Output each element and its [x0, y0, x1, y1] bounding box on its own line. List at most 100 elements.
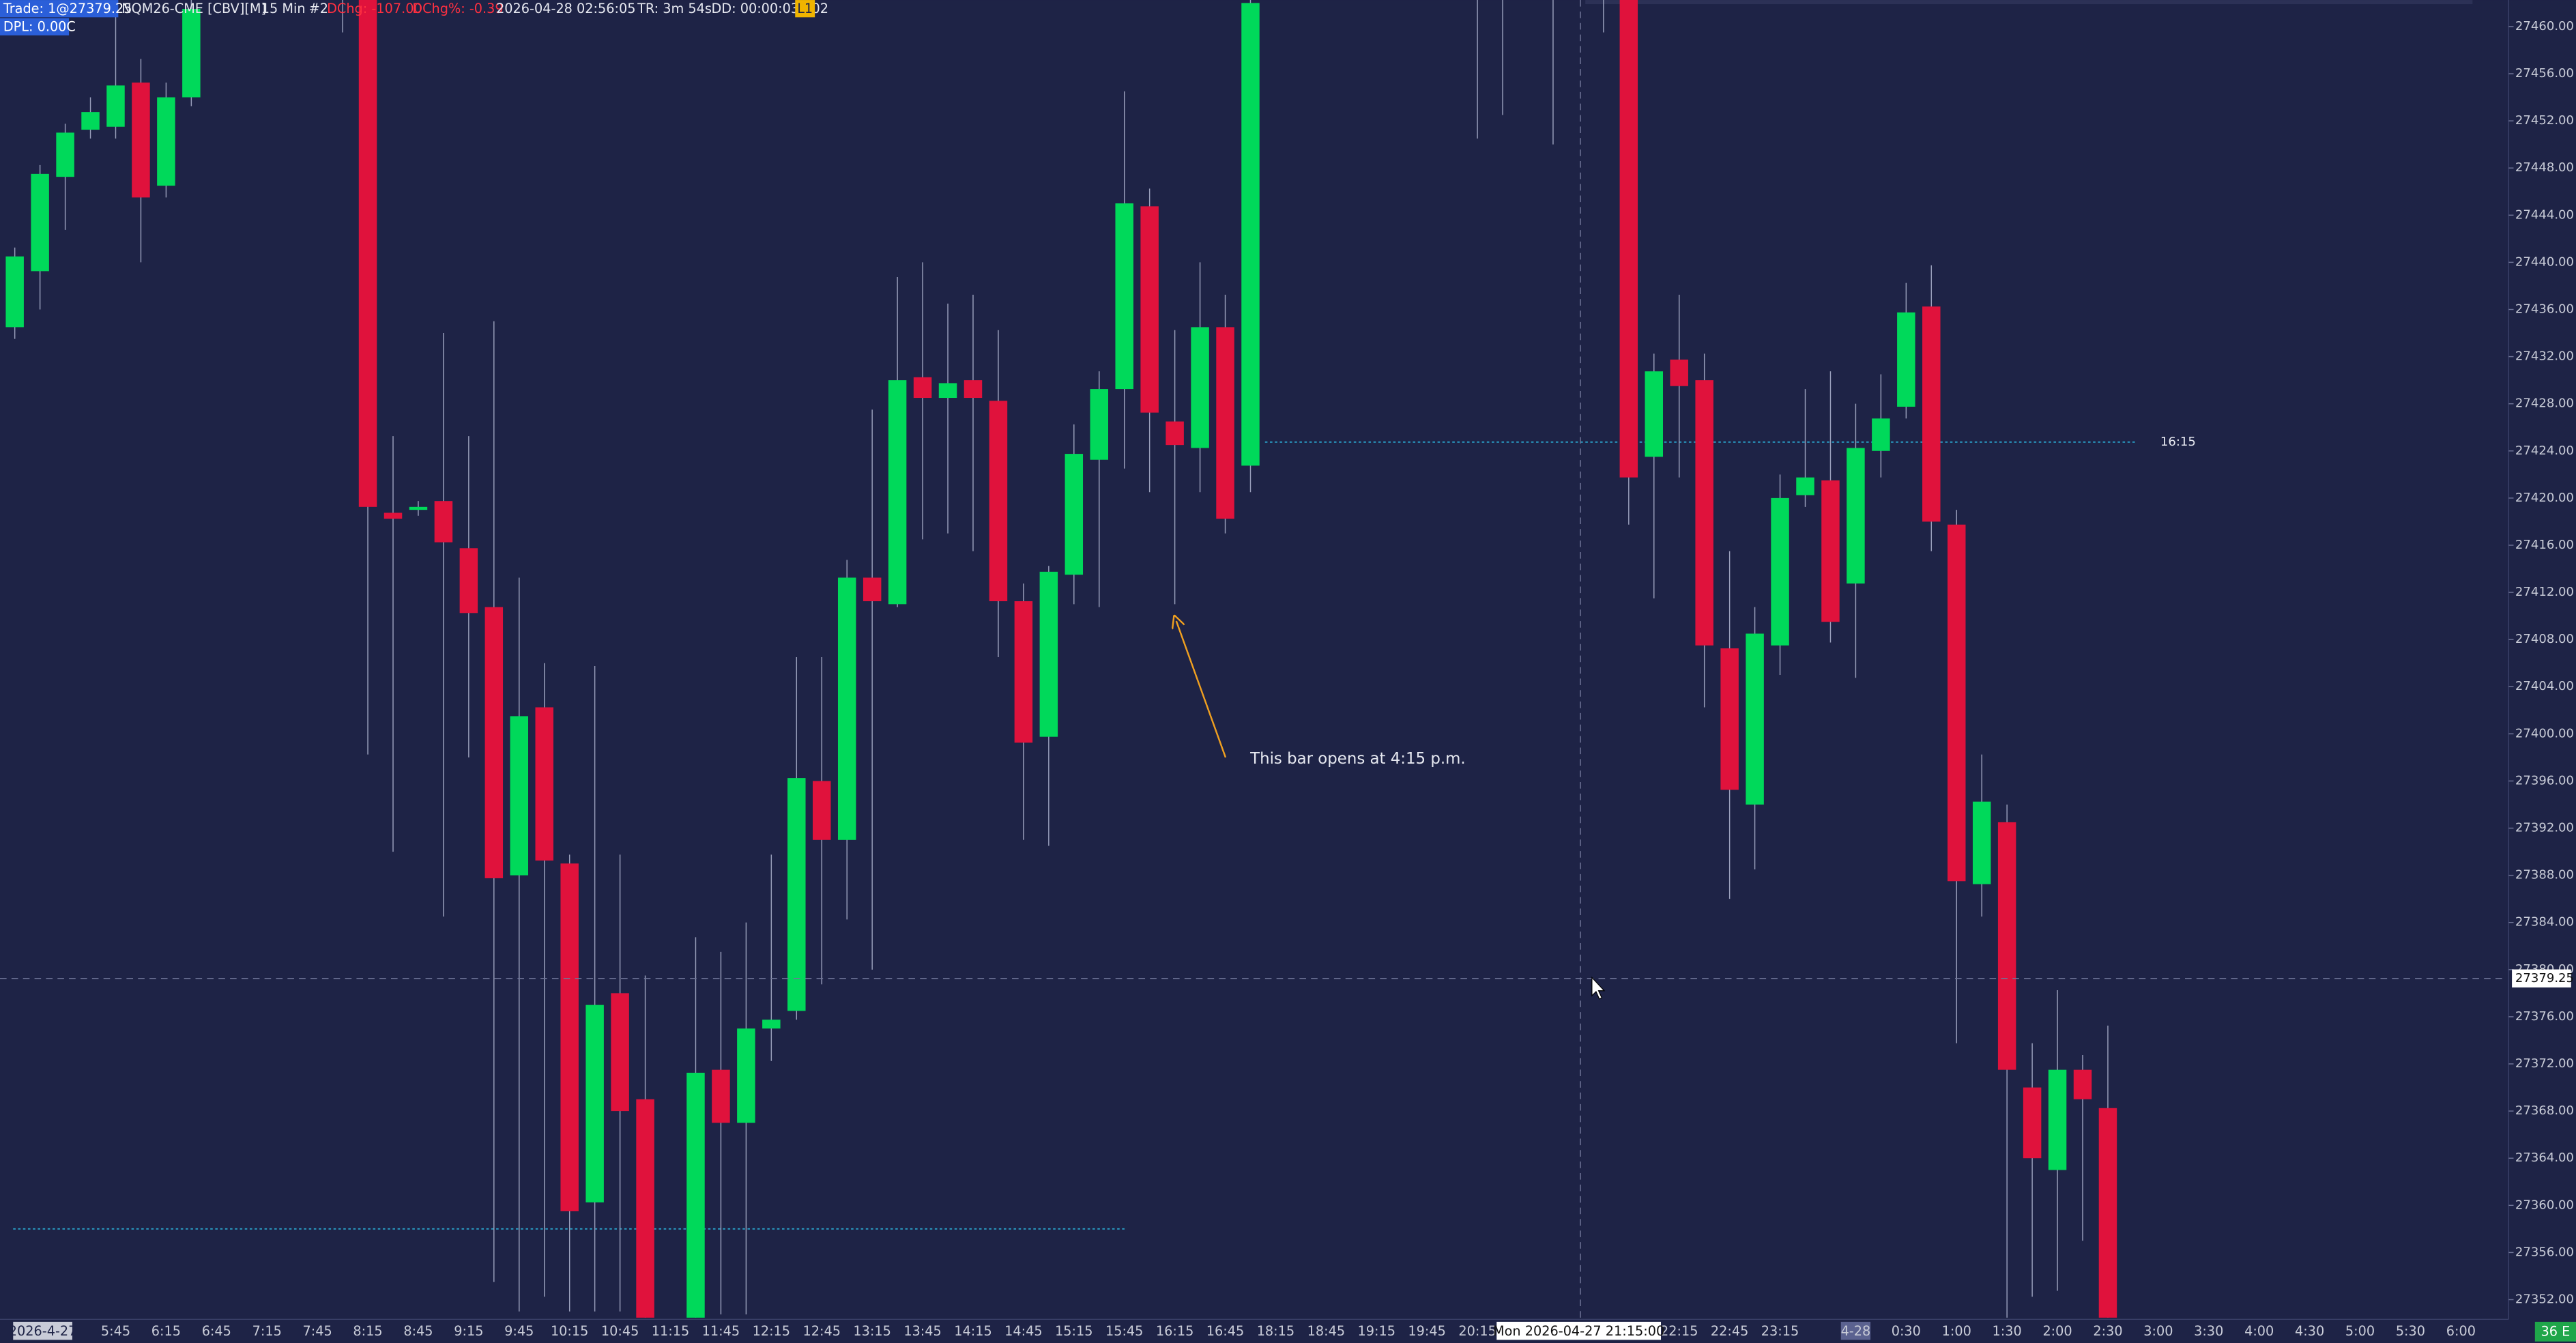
- candle-body: [1065, 454, 1084, 575]
- candle-body: [1645, 371, 1664, 457]
- date-label-box: [13, 1321, 72, 1340]
- x-tick-label: 5:45: [101, 1323, 130, 1339]
- candle-body: [863, 577, 882, 602]
- y-tick-label: 27400.00: [2515, 726, 2574, 740]
- x-tick-label: 8:45: [403, 1323, 433, 1339]
- x-tick-label: 11:15: [652, 1323, 689, 1339]
- candle-body: [737, 1028, 755, 1123]
- candle-body: [1191, 327, 1209, 448]
- x-tick-label: 2026-4-27: [9, 1323, 77, 1339]
- x-tick-label: 6:15: [151, 1323, 181, 1339]
- plot-area: [0, 0, 2507, 1318]
- x-tick-label: 20:15: [1458, 1323, 1496, 1339]
- status-bar: Trade: 1@27379.25 NQM26-CME [CBV][M] 15 …: [0, 0, 828, 35]
- top-panel: [1585, 0, 2473, 5]
- candle-body: [1014, 601, 1033, 743]
- candle-body: [1166, 421, 1184, 446]
- candle-body: [1115, 203, 1133, 390]
- status-tr: TR: 3m 54s: [637, 1, 712, 16]
- x-tick-label: 10:45: [601, 1323, 639, 1339]
- x-tick-label: 23:15: [1761, 1323, 1799, 1339]
- status-time: 2026-04-28 02:56:05: [496, 1, 635, 16]
- y-tick-label: 27420.00: [2515, 491, 2574, 505]
- crosshair-time-box: [1496, 1321, 1662, 1340]
- candle-body: [712, 1069, 730, 1123]
- status-feed: L1: [797, 1, 813, 16]
- candle-body: [434, 501, 453, 543]
- candle-body: [813, 781, 831, 840]
- corner-label: 36 E: [2541, 1324, 2571, 1340]
- x-tick-label: 9:45: [504, 1323, 534, 1339]
- y-tick-label: 27444.00: [2515, 207, 2574, 222]
- annotation-text: This bar opens at 4:15 p.m.: [1249, 750, 1466, 768]
- candle-body: [1922, 306, 1941, 522]
- candle-body: [358, 0, 377, 507]
- candle-body: [1847, 448, 1865, 584]
- candle-body: [686, 1072, 705, 1318]
- candle-body: [1897, 312, 1915, 407]
- y-tick-label: 27384.00: [2515, 915, 2574, 929]
- mouse-cursor: [1591, 976, 1606, 1000]
- candle-body: [1972, 801, 1991, 884]
- level-label: 16:15: [2160, 435, 2196, 449]
- x-tick-label: 16:45: [1206, 1323, 1244, 1339]
- y-tick-label: 27388.00: [2515, 868, 2574, 882]
- candle-body: [56, 132, 74, 177]
- y-tick-label: 27424.00: [2515, 444, 2574, 458]
- x-tick-label: 19:45: [1408, 1323, 1445, 1339]
- x-tick-label: 6:00: [2446, 1323, 2476, 1339]
- dpl-box: [0, 18, 70, 35]
- y-tick-label: 27396.00: [2515, 773, 2574, 788]
- candle-body: [1771, 497, 1789, 646]
- crosshair-time-label: Mon 2026-04-27 21:15:00: [1493, 1323, 1664, 1339]
- candle-body: [1796, 477, 1814, 495]
- x-tick-label: 11:45: [702, 1323, 740, 1339]
- candle-body: [157, 97, 175, 186]
- candle-body: [510, 716, 529, 876]
- candle-body: [636, 1099, 654, 1318]
- candle-body: [2098, 1108, 2117, 1318]
- y-tick-label: 27432.00: [2515, 349, 2574, 364]
- status-symbol: NQM26-CME [CBV][M]: [121, 1, 266, 16]
- candle-body: [1090, 389, 1108, 460]
- y-tick-label: 27452.00: [2515, 113, 2574, 128]
- candle-body: [1670, 359, 1688, 386]
- y-tick-label: 27360.00: [2515, 1198, 2574, 1212]
- y-tick-label: 27412.00: [2515, 585, 2574, 599]
- x-tick-label: 12:45: [803, 1323, 841, 1339]
- y-tick-label: 27356.00: [2515, 1245, 2574, 1259]
- status-interval: 15 Min: [261, 1, 306, 16]
- x-tick-label: 5:30: [2396, 1323, 2425, 1339]
- y-tick-label: 27436.00: [2515, 302, 2574, 316]
- x-tick-label: 15:15: [1055, 1323, 1092, 1339]
- candle-body: [1997, 822, 2016, 1070]
- y-tick-label: 27460.00: [2515, 19, 2574, 33]
- status-dchg-pct: DChg%: -0.39: [412, 1, 503, 16]
- candle-body: [1720, 648, 1739, 790]
- candle-body: [132, 82, 150, 198]
- candle-body: [787, 778, 806, 1011]
- status-chart-id: #2: [309, 1, 328, 16]
- annotation-arrow: [1176, 621, 1227, 758]
- y-tick-label: 27448.00: [2515, 160, 2574, 175]
- status-dchg: DChg: -107.00: [327, 1, 422, 16]
- price-label-box: [2512, 969, 2571, 988]
- candle-body: [535, 707, 553, 861]
- candle-body: [989, 401, 1008, 602]
- y-tick-label: 27392.00: [2515, 821, 2574, 835]
- candle-body: [1039, 571, 1058, 737]
- x-tick-label: 1:00: [1942, 1323, 1971, 1339]
- candle-body: [913, 377, 932, 399]
- candle-body: [1216, 327, 1234, 519]
- candle-body: [383, 512, 403, 519]
- x-tick-label: 5:00: [2345, 1323, 2375, 1339]
- candle-body: [1140, 206, 1159, 413]
- candle-body: [484, 607, 504, 878]
- x-tick-label: 19:15: [1358, 1323, 1395, 1339]
- candle-body: [1746, 633, 1764, 805]
- candle-body: [938, 383, 957, 399]
- x-tick-label: 8:15: [353, 1323, 382, 1339]
- candle-body: [106, 85, 125, 127]
